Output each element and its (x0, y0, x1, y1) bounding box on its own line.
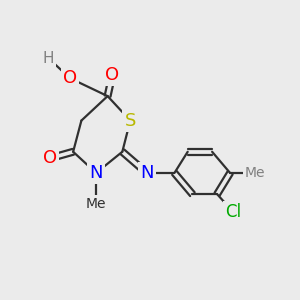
Text: S: S (124, 112, 136, 130)
Text: O: O (43, 149, 57, 167)
Text: Me: Me (86, 197, 106, 211)
Text: N: N (140, 164, 154, 182)
Text: N: N (89, 164, 103, 182)
Text: H: H (43, 51, 55, 66)
Text: Cl: Cl (225, 203, 242, 221)
Text: Me: Me (244, 166, 265, 180)
Text: O: O (105, 66, 119, 84)
Text: O: O (63, 69, 77, 87)
